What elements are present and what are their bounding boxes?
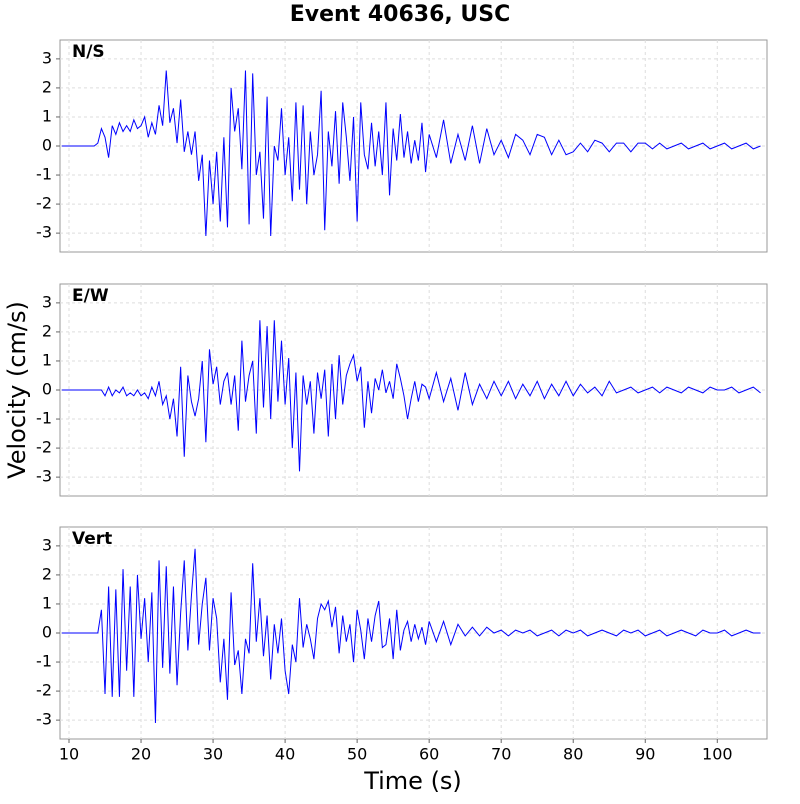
y-tick-label: -2	[36, 681, 52, 700]
series-line	[61, 70, 761, 237]
y-tick-label: 1	[42, 350, 52, 369]
y-tick-label: 2	[42, 564, 52, 583]
x-axis-label: Time (s)	[363, 767, 462, 795]
panel-label: N/S	[72, 42, 105, 62]
panel-label: Vert	[72, 529, 112, 549]
x-tick-label: 100	[702, 745, 733, 764]
y-tick-label: 3	[42, 292, 52, 311]
y-tick-label: 0	[42, 623, 52, 642]
y-tick-label: 2	[42, 77, 52, 96]
x-tick-label: 20	[131, 745, 151, 764]
x-tick-label: 80	[563, 745, 583, 764]
x-tick-label: 90	[635, 745, 655, 764]
series-line	[61, 320, 761, 472]
y-tick-label: -1	[36, 652, 52, 671]
y-tick-label: 2	[42, 321, 52, 340]
chart-title: Event 40636, USC	[290, 2, 511, 27]
y-tick-label: 0	[42, 380, 52, 399]
y-tick-label: 1	[42, 106, 52, 125]
y-tick-label: 1	[42, 593, 52, 612]
series-line	[61, 548, 761, 724]
y-tick-label: 3	[42, 48, 52, 67]
y-tick-label: -1	[36, 409, 52, 428]
y-axis-label: Velocity (cm/s)	[3, 301, 31, 479]
y-tick-label: -2	[36, 438, 52, 457]
x-tick-label: 10	[59, 745, 79, 764]
y-tick-label: -3	[36, 223, 52, 242]
y-tick-label: -3	[36, 467, 52, 486]
panel-label: E/W	[72, 286, 109, 306]
y-tick-label: 0	[42, 136, 52, 155]
x-tick-label: 30	[203, 745, 223, 764]
x-tick-label: 60	[419, 745, 439, 764]
x-tick-label: 50	[347, 745, 367, 764]
y-tick-label: -3	[36, 710, 52, 729]
y-tick-label: -1	[36, 165, 52, 184]
y-tick-label: 3	[42, 535, 52, 554]
y-tick-label: -2	[36, 194, 52, 213]
x-tick-label: 70	[491, 745, 511, 764]
x-tick-label: 40	[275, 745, 295, 764]
